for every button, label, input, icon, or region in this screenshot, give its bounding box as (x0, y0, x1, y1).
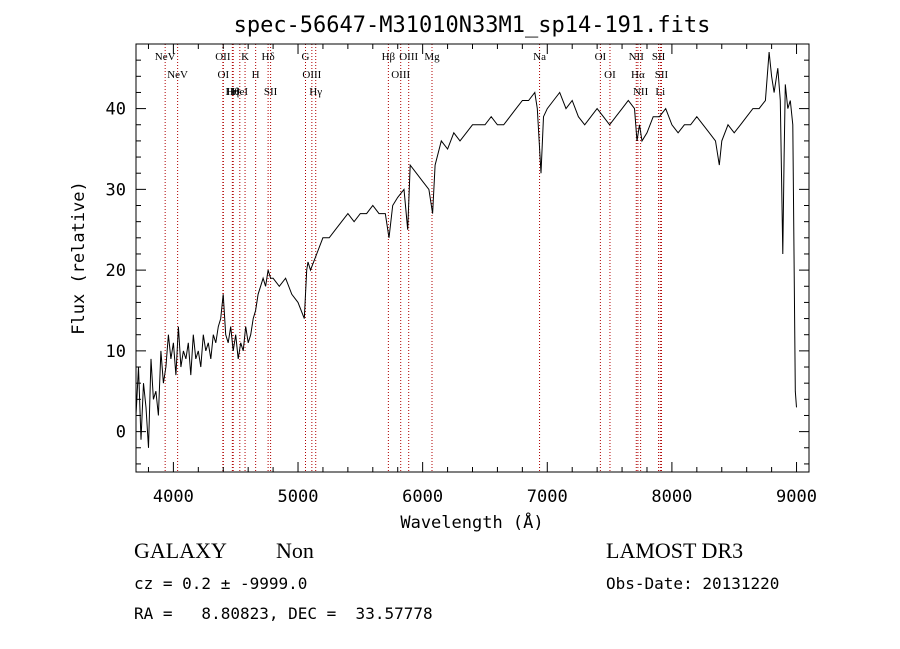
y-tick-label: 20 (106, 261, 126, 281)
line-label: Hθ (227, 86, 240, 98)
line-label: Na (533, 51, 546, 63)
survey-name: LAMOST DR3 (606, 538, 744, 563)
x-tick-label: 9000 (776, 487, 817, 507)
x-tick-label: 6000 (402, 487, 443, 507)
line-label: Hη (225, 86, 239, 98)
emission-line-labels: NeVNeVOIIOIHηHθHeIKHHδSIIGOIIIHγHβOIIIOI… (155, 51, 669, 98)
spectrum-line (135, 52, 797, 448)
obs-date: Obs-Date: 20131220 (606, 574, 780, 593)
line-label: SII (264, 86, 278, 98)
line-label: K (241, 51, 249, 63)
line-label: Li (655, 86, 665, 98)
chart-title: spec-56647-M31010N33M1_sp14-191.fits (234, 13, 711, 38)
line-label: OI (604, 69, 616, 81)
line-label: NII (629, 51, 645, 63)
line-label: NII (633, 86, 649, 98)
x-axis-label: Wavelength (Å) (400, 511, 543, 533)
line-label: Mg (424, 51, 440, 63)
line-label: Hγ (309, 86, 322, 98)
line-label: NeV (167, 69, 188, 81)
x-tick-label: 4000 (153, 487, 194, 507)
line-label: Hβ (382, 51, 396, 63)
object-type: GALAXY (134, 538, 227, 563)
x-tick-label: 8000 (651, 487, 692, 507)
line-label: OII (215, 51, 231, 63)
line-label: OIII (391, 69, 410, 81)
line-label: HeI (232, 86, 249, 98)
line-label: H (252, 69, 260, 81)
line-label: SII (652, 51, 666, 63)
line-label: SII (655, 69, 669, 81)
y-tick-label: 40 (106, 100, 126, 120)
line-label: Hα (631, 69, 645, 81)
line-label: OI (595, 51, 607, 63)
plot-frame (135, 43, 810, 473)
object-subclass: Non (276, 538, 314, 563)
y-tick-label: 10 (106, 342, 126, 362)
line-label: Hδ (262, 51, 275, 63)
y-tick-label: 30 (106, 180, 126, 200)
line-label: NeV (155, 51, 176, 63)
y-tick-label: 0 (116, 423, 126, 443)
emission-line-markers (164, 44, 662, 472)
y-axis-ticks: 0 10 20 30 40 (106, 59, 809, 465)
line-label: OIII (399, 51, 418, 63)
line-label: G (302, 51, 310, 63)
x-axis-ticks: 4000 5000 6000 7000 8000 9000 (147, 44, 817, 507)
redshift-info: cz = 0.2 ± -9999.0 (134, 574, 308, 593)
line-label: OI (218, 69, 230, 81)
y-axis-label: Flux (relative) (69, 181, 89, 335)
coordinates: RA = 8.80823, DEC = 33.57778 (134, 604, 433, 623)
line-label: OIII (302, 69, 321, 81)
x-tick-label: 7000 (527, 487, 568, 507)
x-tick-label: 5000 (278, 487, 319, 507)
